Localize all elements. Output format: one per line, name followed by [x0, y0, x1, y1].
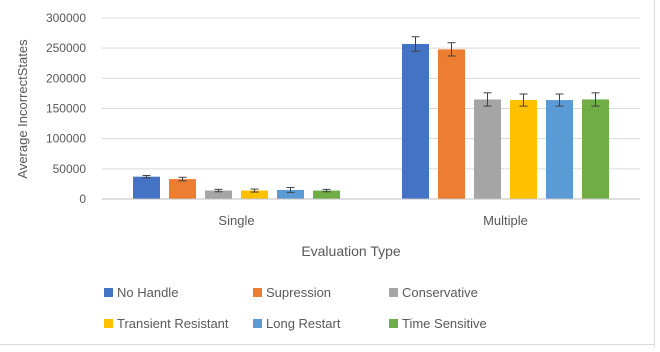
legend-item: No Handle: [104, 285, 178, 300]
legend-item: Long Restart: [253, 316, 341, 331]
bar: [510, 100, 537, 199]
frame-border-bottom: [0, 344, 655, 345]
legend-item: Supression: [253, 285, 331, 300]
y-axis-label: Average IncorrectStates: [15, 39, 30, 179]
error-bars: [142, 36, 600, 193]
y-tick-label: 100000: [46, 132, 86, 146]
legend-label: No Handle: [117, 285, 178, 300]
legend-item: Time Sensitive: [389, 316, 487, 331]
bar: [582, 99, 609, 199]
x-tick-label: Multiple: [483, 213, 528, 228]
bar: [241, 190, 268, 199]
legend-item: Transient Resistant: [104, 316, 229, 331]
legend-swatch: [253, 319, 262, 328]
bar: [205, 190, 232, 199]
legend-label: Long Restart: [266, 316, 341, 331]
legend-swatch: [253, 288, 262, 297]
y-tick-label: 50000: [53, 162, 87, 176]
bar: [277, 189, 304, 199]
bar: [546, 100, 573, 199]
y-tick-label: 300000: [46, 11, 86, 25]
frame-border-right: [654, 0, 655, 347]
legend: No Handle Supression Conservative Transient…: [104, 285, 487, 331]
bars: [133, 43, 609, 200]
legend-label: Time Sensitive: [402, 316, 487, 331]
legend-swatch: [389, 319, 398, 328]
x-axis-label: Evaluation Type: [301, 243, 401, 259]
axes: 0 50000 100000 150000 200000 250000 300000 Sing…: [46, 11, 640, 228]
y-tick-label: 250000: [46, 41, 86, 55]
bar: [402, 43, 429, 200]
y-tick-label: 0: [79, 192, 86, 206]
legend-swatch: [389, 288, 398, 297]
bar: [438, 49, 465, 199]
bar: [313, 190, 340, 199]
bar: [169, 179, 196, 199]
bar: [474, 99, 501, 199]
legend-label: Transient Resistant: [117, 316, 229, 331]
bar: [133, 176, 160, 199]
y-tick-label: 200000: [46, 71, 86, 85]
legend-label: Supression: [266, 285, 331, 300]
legend-label: Conservative: [402, 285, 478, 300]
legend-swatch: [104, 319, 113, 328]
legend-item: Conservative: [389, 285, 478, 300]
y-tick-label: 150000: [46, 102, 86, 116]
x-tick-label: Single: [218, 213, 254, 228]
legend-swatch: [104, 288, 113, 297]
